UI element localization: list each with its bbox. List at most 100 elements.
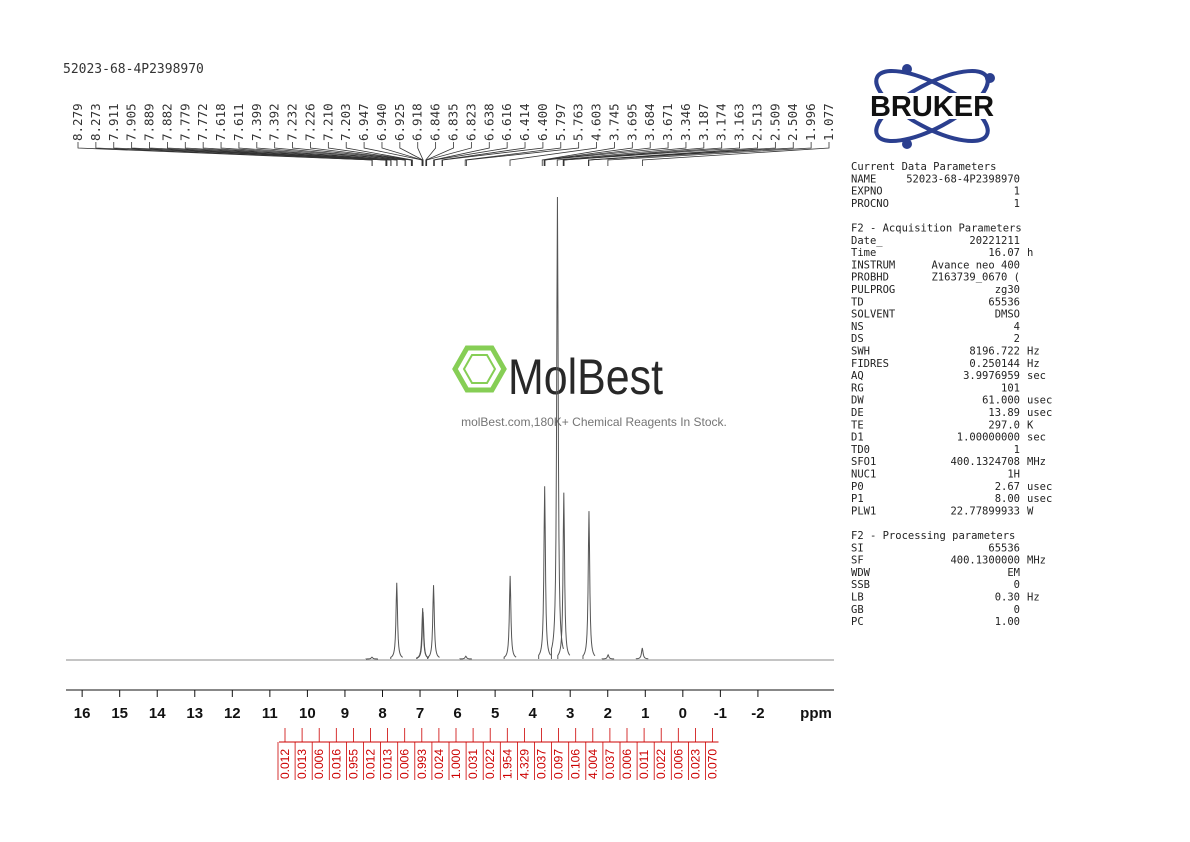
peak <box>390 582 404 659</box>
x-tick-label: 14 <box>149 705 166 722</box>
param-value: 65536 <box>988 542 1020 554</box>
peak-label: 7.889 <box>142 103 157 141</box>
peak-leader <box>425 142 454 166</box>
integral-label: 0.013 <box>295 749 309 779</box>
x-tick-label: 6 <box>453 705 461 722</box>
param-value: Z163739_0670 ( <box>931 272 1020 284</box>
param-value: 8196.722 <box>969 346 1020 358</box>
param-value: 20221211 <box>969 235 1020 247</box>
param-value: 101 <box>1001 382 1020 394</box>
integral-label: 4.329 <box>517 749 531 779</box>
param-key: DW <box>851 395 864 407</box>
x-tick-label: 1 <box>641 705 649 722</box>
peak-leader <box>202 142 392 166</box>
peak-label: 8.279 <box>70 103 85 141</box>
peak-label: 7.203 <box>338 103 353 141</box>
peak-leader <box>544 142 651 166</box>
section-title: F2 - Processing parameters <box>851 530 1015 542</box>
integral-label: 0.012 <box>364 749 378 779</box>
peak-label: 2.509 <box>767 103 782 141</box>
peak-label: 6.616 <box>499 103 514 141</box>
integral-label: 0.006 <box>671 749 685 779</box>
param-key: SOLVENT <box>851 309 896 321</box>
integral-label: 0.993 <box>415 749 429 779</box>
peak <box>635 647 649 660</box>
peak-label: 7.882 <box>159 103 174 141</box>
x-tick-label: 15 <box>111 705 128 722</box>
param-value: 400.1324708 <box>950 456 1020 468</box>
param-key: SSB <box>851 579 870 591</box>
section-title: Current Data Parameters <box>851 161 996 173</box>
param-unit: Hz <box>1027 592 1040 604</box>
integral-label: 0.031 <box>466 749 480 779</box>
peak-label: 6.940 <box>374 103 389 141</box>
param-value: 1H <box>1007 469 1020 481</box>
param-value: 1 <box>1014 444 1020 456</box>
peak-label: 7.399 <box>249 103 264 141</box>
integral-label: 0.016 <box>329 749 343 779</box>
x-tick-label: 12 <box>224 705 241 722</box>
param-value: 65536 <box>988 296 1020 308</box>
peak-label: 7.772 <box>195 103 210 141</box>
peak-leader <box>607 142 812 166</box>
peak-label: 3.671 <box>660 103 675 141</box>
peak-label: 3.346 <box>678 103 693 141</box>
param-value: 61.000 <box>982 395 1020 407</box>
param-unit: h <box>1027 247 1033 259</box>
peak-leader <box>588 142 776 166</box>
peak-leader <box>544 142 669 166</box>
param-key: AQ <box>851 370 864 382</box>
peak-label: 6.947 <box>356 103 371 141</box>
peak-leader <box>563 142 723 166</box>
peak-leader <box>541 142 615 166</box>
param-key: GB <box>851 604 864 616</box>
peak-label: 6.846 <box>428 103 443 141</box>
param-key: LB <box>851 592 864 604</box>
peak-leader <box>426 142 472 166</box>
param-value: 22.77899933 <box>950 505 1020 517</box>
peak-leader <box>310 142 412 166</box>
param-key: EXPNO <box>851 186 883 198</box>
x-tick-label: 3 <box>566 705 574 722</box>
peak-label: 2.504 <box>785 103 800 141</box>
integral-label: 0.012 <box>278 749 292 779</box>
x-tick-label: 0 <box>679 705 687 722</box>
param-key: PC <box>851 616 864 628</box>
param-key: RG <box>851 382 864 394</box>
peak-leader <box>464 142 562 166</box>
param-key: NS <box>851 321 864 333</box>
x-tick-label: 5 <box>491 705 499 722</box>
x-tick-label: -2 <box>751 705 764 722</box>
param-unit: MHz <box>1027 456 1046 468</box>
peak-label: 7.911 <box>106 103 121 141</box>
peak-label: 7.210 <box>320 103 335 141</box>
x-tick-label: 10 <box>299 705 316 722</box>
param-value: 1 <box>1014 186 1020 198</box>
param-key: PROCNO <box>851 198 889 210</box>
peak-label: 3.695 <box>624 103 639 141</box>
peak-label: 7.779 <box>177 103 192 141</box>
peak-leader <box>274 142 406 166</box>
peak-label: 7.905 <box>124 103 139 141</box>
peak-label: 1.996 <box>803 103 818 141</box>
peak <box>582 511 596 659</box>
peak-leader <box>417 142 424 166</box>
integral-label: 0.006 <box>620 749 634 779</box>
peak-label: 7.618 <box>213 103 228 141</box>
integral-label: 0.097 <box>552 749 566 779</box>
x-tick-label: 9 <box>341 705 349 722</box>
integral-label: 0.037 <box>535 749 549 779</box>
param-unit: sec <box>1027 432 1046 444</box>
x-tick-label: 8 <box>378 705 386 722</box>
peak-label: 6.823 <box>463 103 478 141</box>
param-value: 16.07 <box>988 247 1020 259</box>
peak-label: 1.077 <box>821 103 836 141</box>
integral-label: 0.037 <box>603 749 617 779</box>
peak-label: 4.603 <box>589 103 604 141</box>
x-tick-label: 11 <box>262 705 278 722</box>
param-value: zg30 <box>995 284 1020 296</box>
peak-label: 3.684 <box>642 103 657 141</box>
peak <box>538 486 552 659</box>
peak-label: 7.232 <box>285 103 300 141</box>
peak-label: 6.918 <box>410 103 425 141</box>
